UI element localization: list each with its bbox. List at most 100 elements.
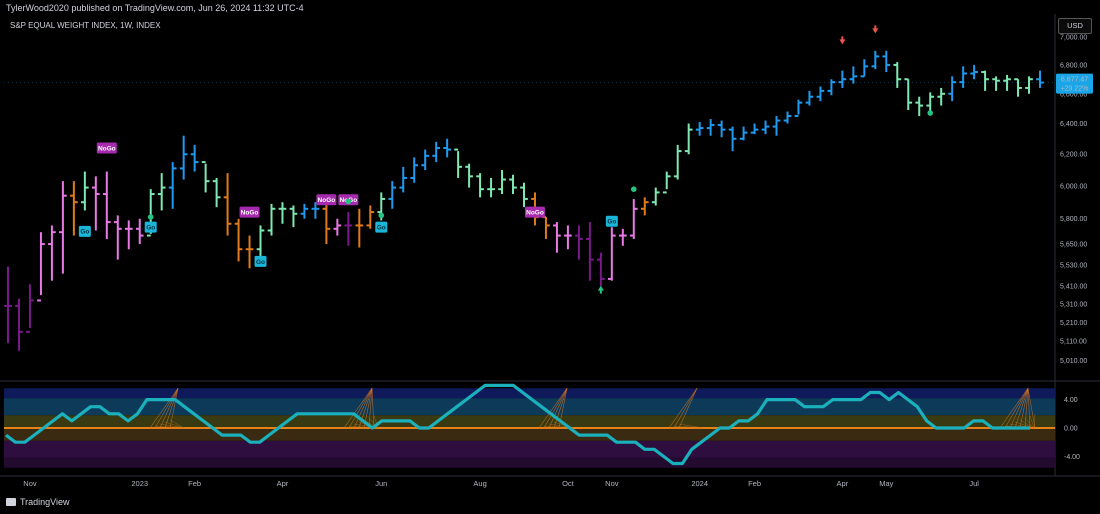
- price-bar: [772, 116, 781, 136]
- fan-line: [159, 423, 185, 429]
- price-bar: [201, 161, 210, 193]
- oscillator-tick-label: 4.00: [1064, 397, 1078, 404]
- price-tick-label: 5,010.00: [1060, 358, 1087, 365]
- price-bar: [366, 205, 375, 229]
- badge-box: [254, 255, 267, 267]
- fan-line: [1019, 388, 1029, 429]
- price-bar: [399, 166, 408, 193]
- price-tick-label: 7,000.00: [1060, 34, 1087, 41]
- price-bar: [651, 187, 660, 206]
- price-bar: [37, 232, 45, 302]
- signal-dot-icon: [378, 212, 385, 219]
- price-bar: [48, 225, 56, 281]
- up-arrow-icon: [597, 285, 604, 294]
- oscillator-fan: [149, 388, 185, 429]
- price-bar: [882, 50, 891, 73]
- price-bar: [827, 79, 836, 96]
- fan-line: [1027, 388, 1031, 429]
- price-bar: [838, 70, 847, 88]
- price-bar: [311, 202, 320, 219]
- price-bar: [476, 173, 484, 198]
- fan-line: [159, 388, 179, 429]
- badge-label: NoGo: [526, 209, 544, 216]
- badge-box: [144, 221, 157, 233]
- badge-box: [524, 206, 545, 218]
- fan-line: [548, 388, 568, 429]
- price-bar: [750, 123, 759, 135]
- price-bar: [168, 162, 177, 209]
- badge-label: Go: [607, 219, 616, 226]
- fan-line: [353, 388, 373, 429]
- price-bar: [629, 198, 638, 239]
- oscillator-line: [5, 383, 1030, 466]
- price-bar: [684, 123, 693, 155]
- price-bar: [212, 177, 221, 208]
- badge-box: [239, 206, 260, 218]
- price-bar: [487, 177, 495, 198]
- price-bar: [1025, 76, 1033, 94]
- price-bar: [915, 96, 924, 117]
- fan-line: [553, 388, 568, 429]
- oscillator-band: [4, 440, 1055, 458]
- go-badge: Go: [254, 255, 267, 267]
- price-bar: [344, 212, 353, 246]
- fan-line: [1014, 388, 1029, 429]
- price-bar: [1036, 70, 1044, 88]
- signal-dot-icon: [345, 198, 352, 205]
- price-tick-label: 5,210.00: [1060, 320, 1087, 327]
- fan-line: [1014, 421, 1035, 429]
- price-bar: [223, 173, 232, 236]
- price-bar: [333, 218, 342, 236]
- price-bar: [322, 202, 331, 245]
- price-bar: [135, 218, 144, 245]
- time-tick-label: Jun: [375, 479, 387, 488]
- price-tick-label: 5,800.00: [1060, 216, 1087, 223]
- price-bar: [597, 252, 605, 287]
- fan-line: [343, 388, 373, 429]
- price-bar: [157, 173, 166, 211]
- tradingview-brand[interactable]: TradingView: [6, 497, 70, 507]
- brand-label: TradingView: [20, 497, 70, 507]
- price-bar: [607, 227, 616, 281]
- price-tick-label: 6,400.00: [1060, 121, 1087, 128]
- price-bar: [300, 203, 309, 219]
- price-bar: [4, 266, 12, 344]
- price-bar: [355, 208, 364, 248]
- last-price-label[interactable]: 6,677.47 +29.22%: [1056, 73, 1093, 94]
- price-bar: [695, 122, 704, 136]
- signal-dot-icon: [630, 186, 637, 192]
- price-bar: [443, 138, 451, 158]
- badge-label: Go: [256, 259, 265, 266]
- fan-line: [169, 419, 185, 429]
- price-bar: [465, 163, 473, 188]
- badge-label: Go: [377, 225, 386, 232]
- signal-dot-icon: [147, 214, 154, 220]
- badge-label: NoGo: [98, 145, 116, 152]
- badge-box: [78, 225, 91, 237]
- price-tick-label: 5,310.00: [1060, 302, 1087, 309]
- fan-line: [164, 388, 179, 429]
- symbol-legend[interactable]: S&P EQUAL WEIGHT INDEX, 1W, INDEX: [10, 21, 161, 30]
- publish-info: TylerWood2020 published on TradingView.c…: [6, 3, 304, 13]
- time-tick-label: Nov: [605, 479, 619, 488]
- fan-line: [668, 388, 698, 429]
- nogo-badge: NoGo: [524, 206, 545, 218]
- fan-line: [543, 388, 568, 429]
- price-bar: [575, 225, 583, 260]
- price-bar: [553, 222, 561, 253]
- price-bar: [706, 119, 715, 136]
- fan-line: [169, 388, 179, 429]
- fan-line: [678, 388, 698, 429]
- price-bar: [640, 197, 649, 216]
- price-bar: [15, 298, 23, 351]
- oscillator-tick-label: 0.00: [1064, 426, 1078, 433]
- badge-label: NoGo: [318, 197, 336, 204]
- oscillator-band: [4, 428, 1055, 441]
- badge-label: Go: [80, 229, 89, 236]
- price-bar: [728, 126, 737, 152]
- price-bar: [179, 135, 188, 180]
- fan-line: [1004, 388, 1029, 429]
- currency-button[interactable]: USD: [1058, 18, 1092, 34]
- price-bar: [937, 87, 946, 106]
